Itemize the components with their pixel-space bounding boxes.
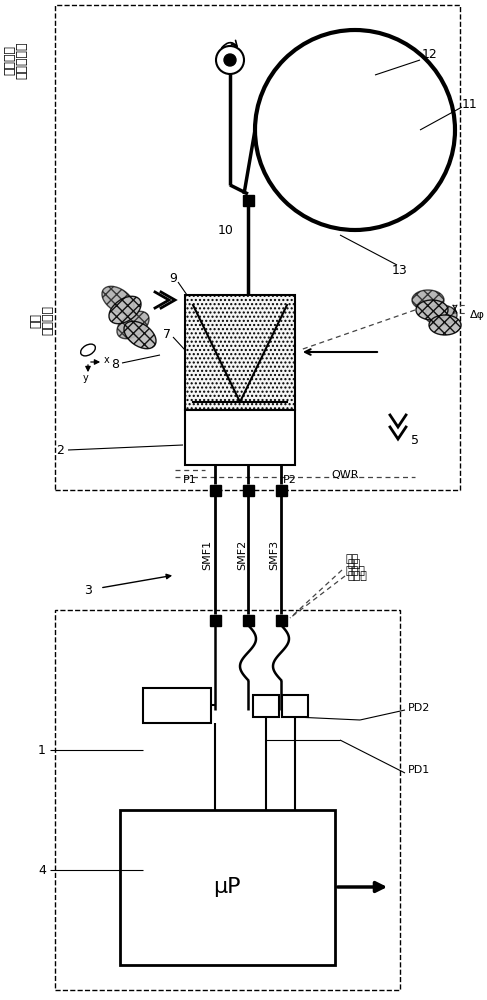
Bar xyxy=(282,695,308,717)
Ellipse shape xyxy=(102,286,134,314)
Text: 5: 5 xyxy=(411,434,419,446)
Bar xyxy=(276,614,286,626)
Text: P1: P1 xyxy=(183,475,197,485)
Text: QWR: QWR xyxy=(331,470,359,480)
Text: 光纤
连接器: 光纤 连接器 xyxy=(345,554,365,576)
Text: 4: 4 xyxy=(38,863,46,876)
Bar xyxy=(276,485,286,495)
Text: 1: 1 xyxy=(38,744,46,756)
Text: 11: 11 xyxy=(462,99,478,111)
Circle shape xyxy=(224,54,236,66)
Bar xyxy=(120,810,335,965)
Circle shape xyxy=(216,46,244,74)
Ellipse shape xyxy=(124,321,156,349)
Text: 正交线性: 正交线性 xyxy=(41,305,55,335)
Text: 2: 2 xyxy=(56,444,64,456)
Ellipse shape xyxy=(429,315,461,335)
Text: 光波: 光波 xyxy=(30,312,42,328)
Text: Δφ: Δφ xyxy=(470,310,485,320)
Text: 9: 9 xyxy=(169,271,177,284)
Text: x: x xyxy=(104,355,110,365)
Ellipse shape xyxy=(412,290,444,310)
Text: 10: 10 xyxy=(218,224,234,236)
Text: P2: P2 xyxy=(283,475,297,485)
Text: 8: 8 xyxy=(111,359,119,371)
Bar xyxy=(243,614,254,626)
Ellipse shape xyxy=(117,311,149,339)
Text: y: y xyxy=(83,373,89,383)
Text: 13: 13 xyxy=(392,263,408,276)
Text: SMF2: SMF2 xyxy=(237,540,247,570)
Text: SMF3: SMF3 xyxy=(269,540,279,570)
Text: 圆形光波: 圆形光波 xyxy=(3,45,17,75)
Bar xyxy=(55,5,460,490)
Bar xyxy=(55,610,400,990)
Bar xyxy=(209,485,221,495)
Ellipse shape xyxy=(425,305,457,325)
Text: 7: 7 xyxy=(163,328,171,342)
Bar xyxy=(143,688,211,723)
Text: PD2: PD2 xyxy=(408,703,431,713)
Ellipse shape xyxy=(109,296,141,324)
Text: μP: μP xyxy=(213,877,241,897)
Text: 左旋和右旋: 左旋和右旋 xyxy=(16,41,29,79)
Bar xyxy=(243,194,254,206)
Bar xyxy=(253,695,279,717)
Text: 12: 12 xyxy=(422,48,438,62)
Text: PD1: PD1 xyxy=(408,765,430,775)
Text: 3: 3 xyxy=(84,584,92,596)
Bar xyxy=(185,410,295,465)
Text: 光纤
连接器: 光纤 连接器 xyxy=(348,559,368,581)
Bar xyxy=(209,614,221,626)
Bar xyxy=(185,295,295,410)
Ellipse shape xyxy=(416,300,448,320)
Text: SMF1: SMF1 xyxy=(202,540,212,570)
Bar xyxy=(243,485,254,495)
